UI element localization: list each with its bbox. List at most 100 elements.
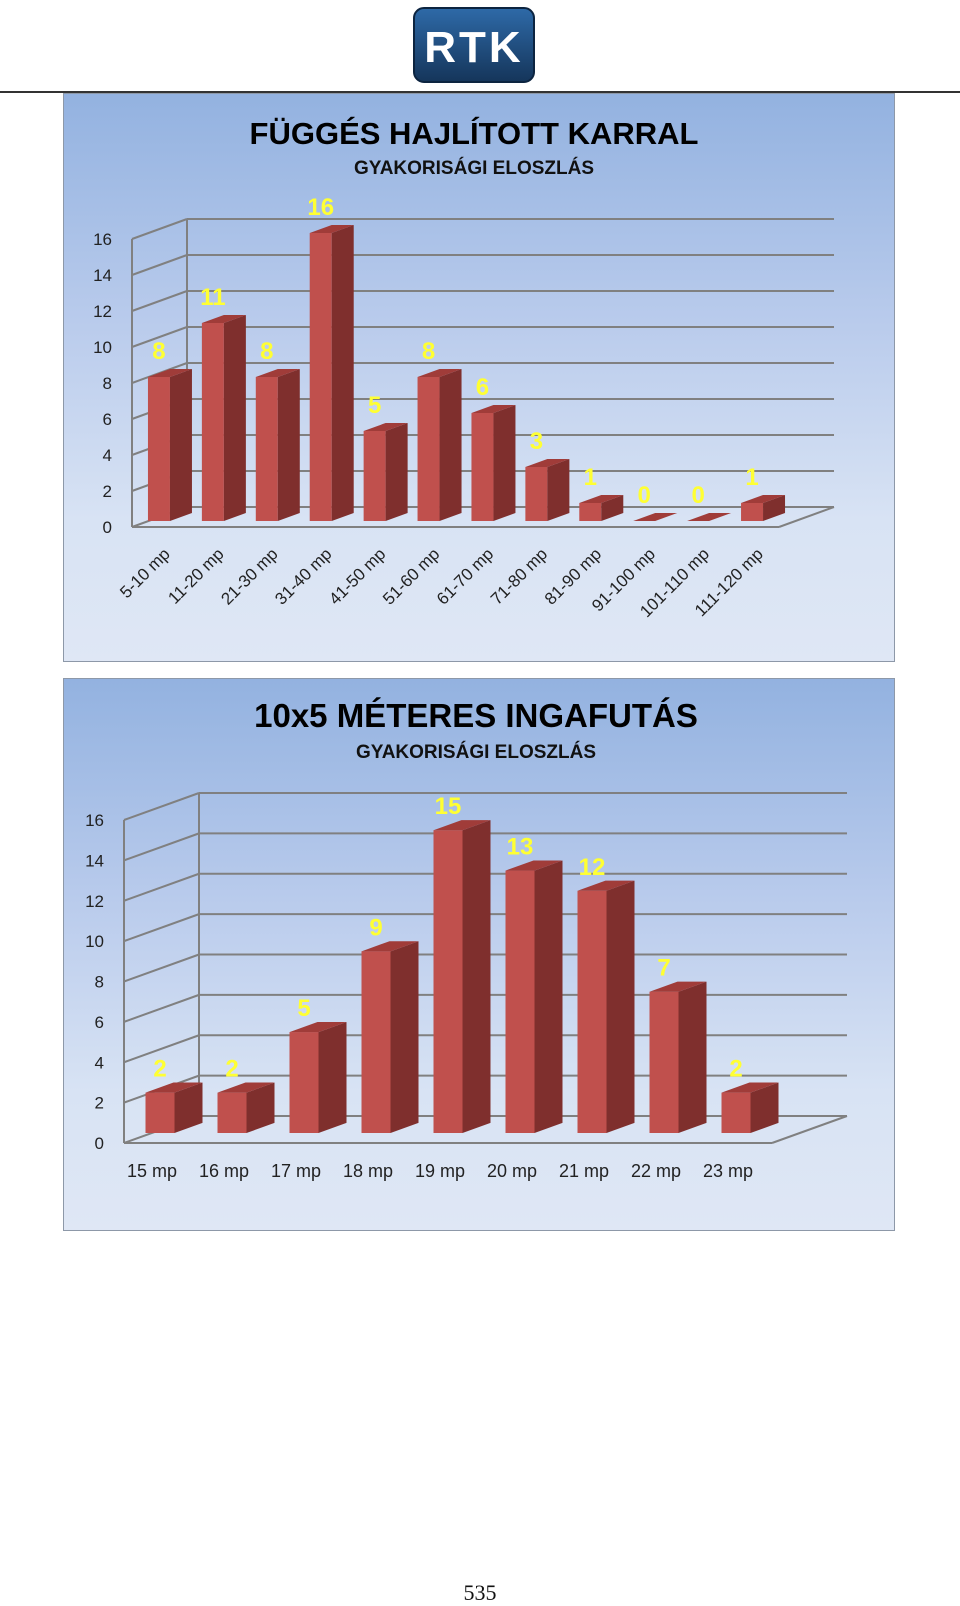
bar [255,369,300,521]
data-label: 5 [297,995,310,1022]
bar [217,1082,275,1133]
bar-front [145,1092,175,1133]
y-tick-label: 12 [85,892,104,911]
bar [433,820,491,1133]
data-label: 11 [200,284,225,311]
y-tick-label: 6 [103,410,112,429]
bar-front [309,233,332,521]
bar [201,315,246,521]
bar [741,495,786,521]
bar [471,405,516,521]
x-tick-label: 22 mp [631,1161,681,1181]
gridline-side [123,792,200,821]
x-tick-label: 16 mp [199,1161,249,1181]
header: RTK [0,0,960,92]
bar-side [462,820,491,1133]
bar-top [505,860,563,871]
bar-front [255,377,278,521]
y-tick-label: 0 [103,518,112,537]
bar-side [174,1082,203,1133]
header-rule [0,91,960,93]
bar-front [505,870,535,1133]
bar-side [763,495,786,521]
gridline-side [131,218,188,240]
bar-top [217,1082,275,1093]
bar [505,860,563,1133]
x-tick-label: 21 mp [559,1161,609,1181]
bar-side [439,369,462,521]
rtk-logo: RTK [413,7,535,83]
bar-top [289,1021,347,1033]
gridline-side [123,872,200,902]
bar-front [741,503,764,521]
data-label: 3 [530,428,543,455]
chart-1-svg: FÜGGÉS HAJLÍTOTT KARRAL GYAKORISÁGI ELOS… [93,116,835,621]
data-label: 0 [691,482,704,509]
x-tick-label: 51-60 mp [379,544,443,608]
bar-front [201,323,224,521]
data-label: 12 [579,854,606,881]
bar-top [721,1082,779,1093]
bar-side [547,459,570,521]
bar-side [493,405,516,521]
chart-ingafutas: 10x5 MÉTERES INGAFUTÁS GYAKORISÁGI ELOSZ… [63,678,895,1231]
bar-front [217,1092,247,1133]
data-label: 2 [729,1056,742,1083]
chart-fugges-hajlitott-karral: FÜGGÉS HAJLÍTOTT KARRAL GYAKORISÁGI ELOS… [63,93,895,662]
y-tick-label: 6 [95,1013,104,1032]
bar [147,369,192,521]
data-label: 8 [422,338,435,365]
gridline-side [123,993,200,1023]
gridline-side [123,1034,200,1064]
bar-top [579,495,624,503]
bar-front [433,830,463,1133]
bar-front [721,1092,751,1133]
bar-front [649,991,679,1133]
chart-2-svg: 10x5 MÉTERES INGAFUTÁS GYAKORISÁGI ELOSZ… [85,697,848,1181]
x-tick-label: 41-50 mp [325,544,389,608]
bar-side [390,941,419,1133]
bar [145,1082,203,1133]
bar-top [741,495,786,503]
data-label: 2 [153,1056,166,1083]
bar [363,423,408,521]
bar [417,369,462,521]
bar-front [361,951,391,1133]
bar-front [147,377,170,521]
bar [525,459,570,521]
bar [633,513,678,521]
bar-side [318,1021,347,1133]
floor-edge [771,1115,848,1144]
gridline-side [131,290,188,312]
bar [649,981,707,1133]
data-label: 15 [435,793,462,820]
bar-top [361,941,419,952]
bar-top [687,513,732,521]
bar-top [433,820,491,831]
gridline-side [123,953,200,983]
x-tick-label: 11-20 mp [164,544,227,607]
gridline-side [131,326,188,348]
bar-side [385,423,408,521]
bar-side [169,369,192,521]
x-tick-label: 71-80 mp [487,544,551,608]
bar [579,495,624,521]
data-label: 5 [368,392,381,419]
chart-title: FÜGGÉS HAJLÍTOTT KARRAL [250,116,699,151]
y-tick-label: 2 [103,482,112,501]
bar [577,880,635,1133]
bar-top [309,225,354,233]
bar-top [471,405,516,413]
bar-front [577,890,607,1133]
y-tick-label: 0 [95,1134,104,1153]
x-tick-label: 20 mp [487,1161,537,1181]
bar-top [147,369,192,377]
chart-subtitle: GYAKORISÁGI ELOSZLÁS [354,157,594,179]
y-tick-label: 4 [103,446,112,465]
bar [721,1082,779,1133]
x-tick-label: 18 mp [343,1161,393,1181]
gridline-side [123,913,200,943]
bar-side [606,880,635,1133]
data-label: 2 [225,1056,238,1083]
y-tick-label: 8 [103,374,112,393]
